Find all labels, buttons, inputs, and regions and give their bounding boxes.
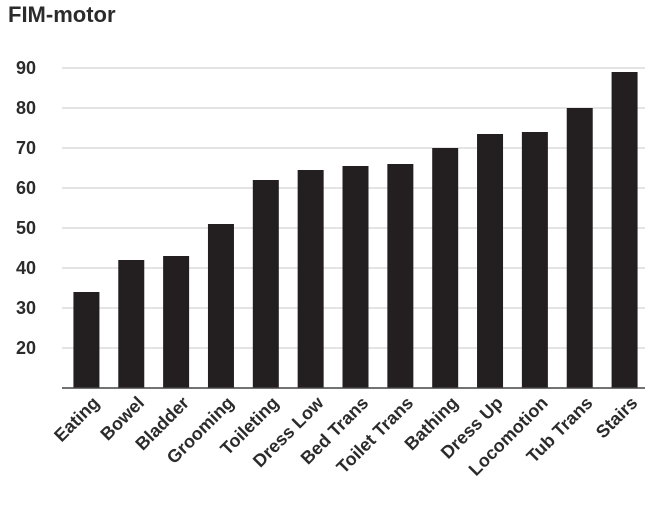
- bar-stairs: [611, 72, 638, 388]
- y-tick-label: 70: [16, 138, 36, 158]
- x-axis-labels: EatingBowelBladderGroomingToiletingDress…: [50, 392, 641, 480]
- y-tick-label: 50: [16, 218, 36, 238]
- bar-grooming: [207, 224, 234, 388]
- y-tick-label: 90: [16, 58, 36, 78]
- y-tick-label: 80: [16, 98, 36, 118]
- bar-tub-trans: [566, 108, 593, 388]
- bar-bowel: [118, 260, 145, 388]
- y-tick-label: 40: [16, 258, 36, 278]
- bar-toileting: [252, 180, 279, 388]
- y-axis-ticks: 20 30 40 50 60 70 80 90: [16, 58, 36, 358]
- bar-toilet-trans: [387, 164, 414, 388]
- chart-title: FIM-motor: [8, 2, 116, 27]
- bar-dress-up: [477, 134, 504, 388]
- x-tick-label: Eating: [50, 393, 103, 446]
- y-tick-label: 30: [16, 298, 36, 318]
- y-tick-label: 20: [16, 338, 36, 358]
- x-tick-label: Stairs: [592, 393, 642, 443]
- bar-bathing: [432, 148, 459, 388]
- bar-dress-low: [297, 170, 324, 388]
- y-tick-label: 60: [16, 178, 36, 198]
- bar-bed-trans: [342, 166, 369, 388]
- bars: [73, 72, 638, 388]
- bar-eating: [73, 292, 100, 388]
- bar-locomotion: [521, 132, 548, 388]
- bar-bladder: [163, 256, 190, 388]
